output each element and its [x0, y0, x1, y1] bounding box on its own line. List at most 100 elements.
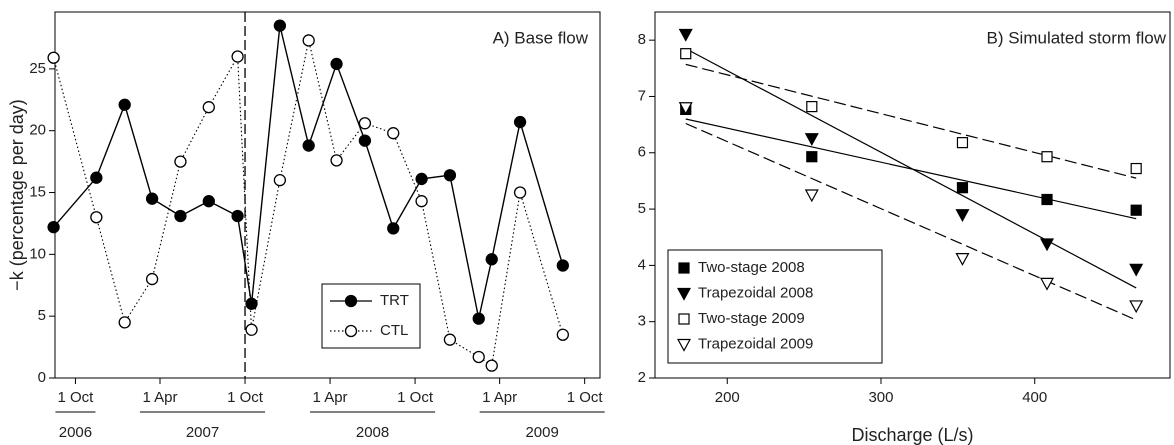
- marker: [358, 117, 372, 130]
- y-tick-label: 2: [638, 369, 646, 386]
- marker: [1129, 263, 1144, 277]
- marker: [513, 186, 527, 199]
- year-label: 2009: [525, 424, 558, 441]
- x-tick-label: 400: [1022, 389, 1047, 406]
- marker: [1130, 204, 1142, 216]
- marker: [245, 297, 258, 310]
- legend-label: Trapezoidal 2008: [698, 284, 813, 301]
- series-line: [53, 25, 564, 319]
- y-tick-label: 4: [638, 256, 646, 273]
- x-axis-label: Discharge (L/s): [851, 425, 973, 445]
- y-tick-label: 15: [29, 183, 46, 200]
- legend-box: [667, 249, 883, 364]
- marker: [956, 182, 969, 194]
- marker: [472, 350, 485, 364]
- marker: [1040, 277, 1055, 291]
- marker: [1041, 151, 1053, 163]
- marker: [202, 101, 215, 114]
- marker: [202, 195, 215, 208]
- legend-box: [321, 283, 421, 349]
- marker: [415, 195, 428, 208]
- marker: [806, 151, 818, 163]
- marker: [678, 102, 693, 115]
- fit-line: [685, 63, 1137, 179]
- marker: [1041, 193, 1053, 206]
- marker: [145, 272, 159, 286]
- marker: [90, 171, 103, 184]
- y-tick-label: 7: [638, 87, 646, 104]
- year-label: 2006: [59, 424, 92, 441]
- y-tick-label: 20: [29, 122, 46, 139]
- marker: [443, 169, 457, 182]
- x-tick-label: 1 Oct: [227, 389, 264, 406]
- annotation: A) Base flow: [493, 28, 589, 47]
- marker: [678, 28, 693, 42]
- fit-line: [685, 48, 1137, 289]
- marker: [302, 34, 315, 47]
- marker: [678, 262, 690, 274]
- marker: [556, 328, 569, 341]
- marker: [47, 51, 60, 64]
- marker: [118, 316, 131, 329]
- marker: [804, 189, 819, 203]
- marker: [358, 134, 372, 147]
- marker: [344, 294, 358, 308]
- marker: [485, 253, 498, 266]
- x-tick-label: 200: [715, 389, 740, 406]
- marker: [678, 313, 690, 325]
- marker: [676, 287, 692, 301]
- plot-frame: [54, 11, 601, 379]
- marker: [955, 253, 970, 266]
- y-tick-label: 8: [638, 31, 646, 48]
- marker: [956, 137, 969, 149]
- y-tick-label: 5: [38, 307, 46, 324]
- marker: [330, 154, 343, 167]
- marker: [806, 100, 818, 113]
- marker: [47, 220, 60, 234]
- x-tick-label: 300: [868, 389, 893, 406]
- x-tick-label: 1 Oct: [58, 389, 95, 406]
- marker: [804, 133, 819, 146]
- marker: [174, 155, 187, 168]
- y-tick-label: 3: [638, 313, 646, 330]
- x-tick-label: 1 Oct: [397, 389, 434, 406]
- marker: [118, 98, 131, 111]
- plot-frame: [654, 11, 1171, 379]
- legend-label: Two-stage 2009: [698, 310, 805, 327]
- marker: [1129, 300, 1144, 314]
- y-axis-label: −k (percentage per day): [7, 99, 27, 291]
- marker: [231, 50, 244, 63]
- x-tick-label: 1 Apr: [313, 389, 348, 406]
- marker: [955, 209, 970, 222]
- marker: [472, 312, 485, 325]
- legend-label: CTL: [380, 322, 408, 339]
- marker: [680, 48, 692, 60]
- y-tick-label: 5: [638, 200, 646, 217]
- marker: [1130, 162, 1142, 175]
- marker: [415, 172, 428, 186]
- marker: [387, 127, 400, 140]
- marker: [443, 333, 457, 346]
- year-label: 2007: [186, 424, 219, 441]
- x-tick-label: 1 Apr: [142, 389, 177, 406]
- legend-label: Two-stage 2008: [698, 259, 805, 276]
- marker: [273, 174, 287, 187]
- x-tick-label: 1 Apr: [482, 389, 517, 406]
- marker: [676, 338, 692, 352]
- series-line: [53, 40, 564, 367]
- x-tick-label: 1 Oct: [567, 389, 604, 406]
- marker: [513, 115, 527, 129]
- marker: [302, 139, 315, 152]
- y-tick-label: 10: [29, 245, 46, 262]
- y-tick-label: 0: [38, 369, 46, 386]
- fit-line: [685, 122, 1137, 321]
- year-label: 2008: [356, 424, 389, 441]
- marker: [387, 222, 400, 235]
- marker: [1040, 238, 1055, 252]
- legend-label: Trapezoidal 2009: [698, 335, 813, 352]
- marker: [90, 211, 103, 224]
- marker: [245, 323, 258, 336]
- marker: [330, 57, 343, 71]
- y-tick-label: 25: [29, 60, 46, 77]
